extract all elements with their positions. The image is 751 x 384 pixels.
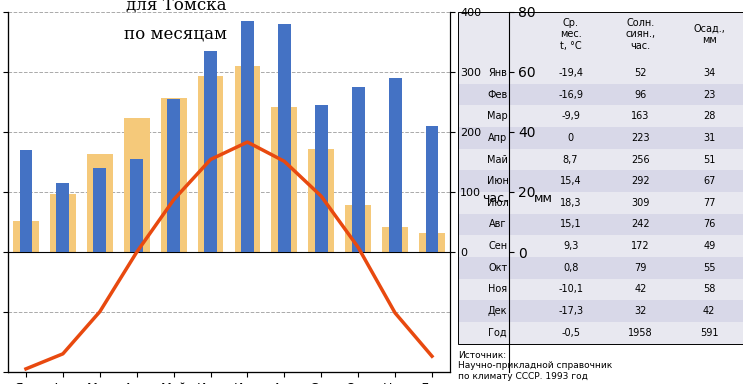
Y-axis label: мм: мм (533, 192, 553, 205)
Text: 0: 0 (568, 133, 574, 143)
Text: 31: 31 (703, 133, 715, 143)
Text: Источник:
Научно-прикладной справочник
по климату СССР. 1993 год: Источник: Научно-прикладной справочник п… (457, 351, 612, 381)
Y-axis label: час.: час. (482, 192, 508, 205)
FancyBboxPatch shape (457, 279, 743, 300)
FancyBboxPatch shape (457, 84, 743, 105)
Text: Июл: Июл (487, 198, 508, 208)
Text: 309: 309 (632, 198, 650, 208)
Text: -17,3: -17,3 (558, 306, 584, 316)
Text: 67: 67 (703, 176, 716, 186)
Text: Авг: Авг (489, 220, 506, 230)
Text: 55: 55 (703, 263, 716, 273)
Bar (20, 150, 32, 252)
Text: -0,5: -0,5 (561, 328, 580, 338)
Text: 42: 42 (635, 285, 647, 295)
Text: 163: 163 (632, 111, 650, 121)
Text: Год: Год (488, 328, 507, 338)
Text: -10,1: -10,1 (558, 285, 583, 295)
Bar (278, 23, 291, 252)
Bar (50, 194, 76, 252)
FancyBboxPatch shape (457, 300, 743, 322)
Text: Июн: Июн (487, 176, 508, 186)
Text: 256: 256 (632, 154, 650, 164)
Bar (93, 168, 106, 252)
Text: 18,3: 18,3 (559, 198, 581, 208)
Text: Апр: Апр (488, 133, 508, 143)
Text: ☀: ☀ (353, 0, 388, 2)
Text: -19,4: -19,4 (558, 68, 583, 78)
Bar (167, 99, 180, 252)
Text: 77: 77 (703, 198, 716, 208)
FancyBboxPatch shape (457, 257, 743, 279)
Text: 0,8: 0,8 (563, 263, 578, 273)
Text: 58: 58 (703, 285, 716, 295)
Text: 9,3: 9,3 (563, 241, 578, 251)
Bar (198, 76, 224, 252)
FancyBboxPatch shape (457, 149, 743, 170)
Text: Ср.
мес.
t, °C: Ср. мес. t, °C (559, 18, 581, 51)
Text: 8,7: 8,7 (562, 154, 578, 164)
Text: 96: 96 (635, 89, 647, 99)
Bar (130, 159, 143, 252)
Text: Янв: Янв (488, 68, 507, 78)
Text: Осад.,
мм: Осад., мм (693, 23, 725, 45)
Bar (309, 149, 334, 252)
Text: -9,9: -9,9 (561, 111, 580, 121)
FancyBboxPatch shape (457, 235, 743, 257)
Text: Фев: Фев (487, 89, 508, 99)
Text: 292: 292 (632, 176, 650, 186)
Text: Окт: Окт (488, 263, 508, 273)
FancyBboxPatch shape (457, 322, 743, 344)
FancyBboxPatch shape (457, 192, 743, 214)
Text: Май: Май (487, 154, 508, 164)
FancyBboxPatch shape (457, 170, 743, 192)
Bar (87, 154, 113, 252)
Text: Мар: Мар (487, 111, 508, 121)
Text: Солн.
сиян.,
час.: Солн. сиян., час. (626, 18, 656, 51)
Text: 32: 32 (635, 306, 647, 316)
Text: Сен: Сен (488, 241, 507, 251)
FancyBboxPatch shape (457, 62, 743, 84)
Bar (426, 126, 439, 252)
Text: 15,4: 15,4 (559, 176, 581, 186)
FancyBboxPatch shape (457, 127, 743, 149)
Text: для Томска: для Томска (125, 0, 226, 14)
Bar (271, 107, 297, 252)
Bar (234, 66, 261, 252)
Bar (124, 118, 149, 252)
Text: 79: 79 (635, 263, 647, 273)
FancyBboxPatch shape (457, 12, 743, 62)
Bar (56, 183, 69, 252)
Text: 23: 23 (703, 89, 716, 99)
Text: 1958: 1958 (629, 328, 653, 338)
Text: 34: 34 (703, 68, 715, 78)
Text: Ноя: Ноя (488, 285, 507, 295)
Text: 49: 49 (703, 241, 715, 251)
Bar (419, 233, 445, 252)
Bar (241, 20, 254, 252)
Bar (161, 98, 186, 252)
Bar (351, 87, 365, 252)
Text: 42: 42 (703, 306, 716, 316)
Bar (204, 51, 217, 252)
Bar (315, 105, 327, 252)
Text: 76: 76 (703, 220, 716, 230)
Text: 223: 223 (632, 133, 650, 143)
Text: 591: 591 (700, 328, 719, 338)
FancyBboxPatch shape (457, 214, 743, 235)
Bar (345, 205, 371, 252)
Text: -16,9: -16,9 (558, 89, 583, 99)
Bar (382, 227, 408, 252)
Bar (388, 78, 402, 252)
Bar (13, 221, 39, 252)
Text: 15,1: 15,1 (559, 220, 581, 230)
Text: 172: 172 (632, 241, 650, 251)
Text: по месяцам: по месяцам (125, 26, 228, 43)
Text: 242: 242 (632, 220, 650, 230)
Text: Дек: Дек (488, 306, 508, 316)
FancyBboxPatch shape (457, 105, 743, 127)
Text: 51: 51 (703, 154, 716, 164)
Text: 52: 52 (635, 68, 647, 78)
Text: 28: 28 (703, 111, 716, 121)
